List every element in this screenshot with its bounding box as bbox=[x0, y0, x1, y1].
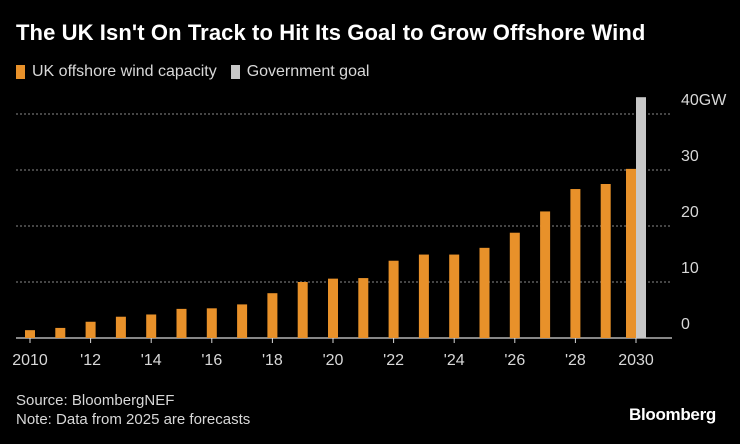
bar-capacity bbox=[388, 260, 399, 338]
bar-capacity bbox=[358, 278, 369, 338]
bar-capacity bbox=[449, 254, 460, 338]
y-tick-label: 10 bbox=[681, 260, 699, 277]
source-text: Source: BloombergNEF bbox=[16, 392, 175, 409]
bar-capacity bbox=[206, 308, 217, 338]
bar-capacity bbox=[55, 327, 66, 338]
bar-capacity bbox=[328, 278, 338, 338]
x-tick-label: '26 bbox=[504, 352, 525, 369]
legend-label-capacity: UK offshore wind capacity bbox=[32, 63, 217, 80]
x-tick-label: '24 bbox=[444, 352, 465, 369]
bar-capacity bbox=[600, 184, 611, 338]
legend-item-capacity: UK offshore wind capacity bbox=[16, 63, 217, 81]
x-tick-label: 2010 bbox=[12, 352, 48, 369]
y-tick-label: 0 bbox=[681, 316, 690, 333]
bar-capacity bbox=[509, 232, 520, 338]
legend: UK offshore wind capacity Government goa… bbox=[16, 63, 383, 81]
footnote: Source: BloombergNEF Note: Data from 202… bbox=[16, 391, 250, 429]
bar-capacity bbox=[418, 254, 429, 338]
y-tick-label: 20 bbox=[681, 204, 699, 221]
bar-capacity bbox=[85, 321, 96, 338]
x-tick-label: '12 bbox=[80, 352, 101, 369]
bar-capacity bbox=[297, 282, 308, 338]
bar-capacity bbox=[267, 293, 278, 338]
legend-item-goal: Government goal bbox=[230, 63, 370, 81]
x-tick-label: '22 bbox=[383, 352, 404, 369]
bar-capacity bbox=[479, 247, 490, 338]
x-tick-label: '28 bbox=[565, 352, 586, 369]
y-tick-label: 30 bbox=[681, 148, 699, 165]
note-text: Note: Data from 2025 are forecasts bbox=[16, 411, 251, 428]
legend-swatch-goal bbox=[230, 65, 240, 79]
x-tick-label: '18 bbox=[262, 352, 283, 369]
bar-capacity bbox=[146, 314, 157, 338]
x-tick-label: '16 bbox=[201, 352, 222, 369]
bar-capacity bbox=[25, 330, 35, 338]
bar-capacity bbox=[237, 304, 248, 338]
bar-goal bbox=[636, 97, 646, 338]
bloomberg-logo: Bloomberg bbox=[628, 405, 716, 424]
legend-label-goal: Government goal bbox=[246, 63, 370, 80]
x-tick-label: '14 bbox=[141, 352, 162, 369]
bar-capacity bbox=[540, 211, 551, 338]
legend-swatch-capacity bbox=[16, 65, 25, 79]
x-tick-label: 2030 bbox=[618, 352, 654, 369]
bar-capacity bbox=[626, 168, 636, 338]
bar-capacity bbox=[570, 189, 581, 338]
bar-capacity bbox=[176, 308, 187, 338]
x-tick-label: '20 bbox=[323, 352, 344, 369]
chart-title: The UK Isn't On Track to Hit Its Goal to… bbox=[16, 20, 646, 45]
bar-capacity bbox=[115, 316, 126, 338]
y-tick-label: 40GW bbox=[681, 92, 727, 109]
